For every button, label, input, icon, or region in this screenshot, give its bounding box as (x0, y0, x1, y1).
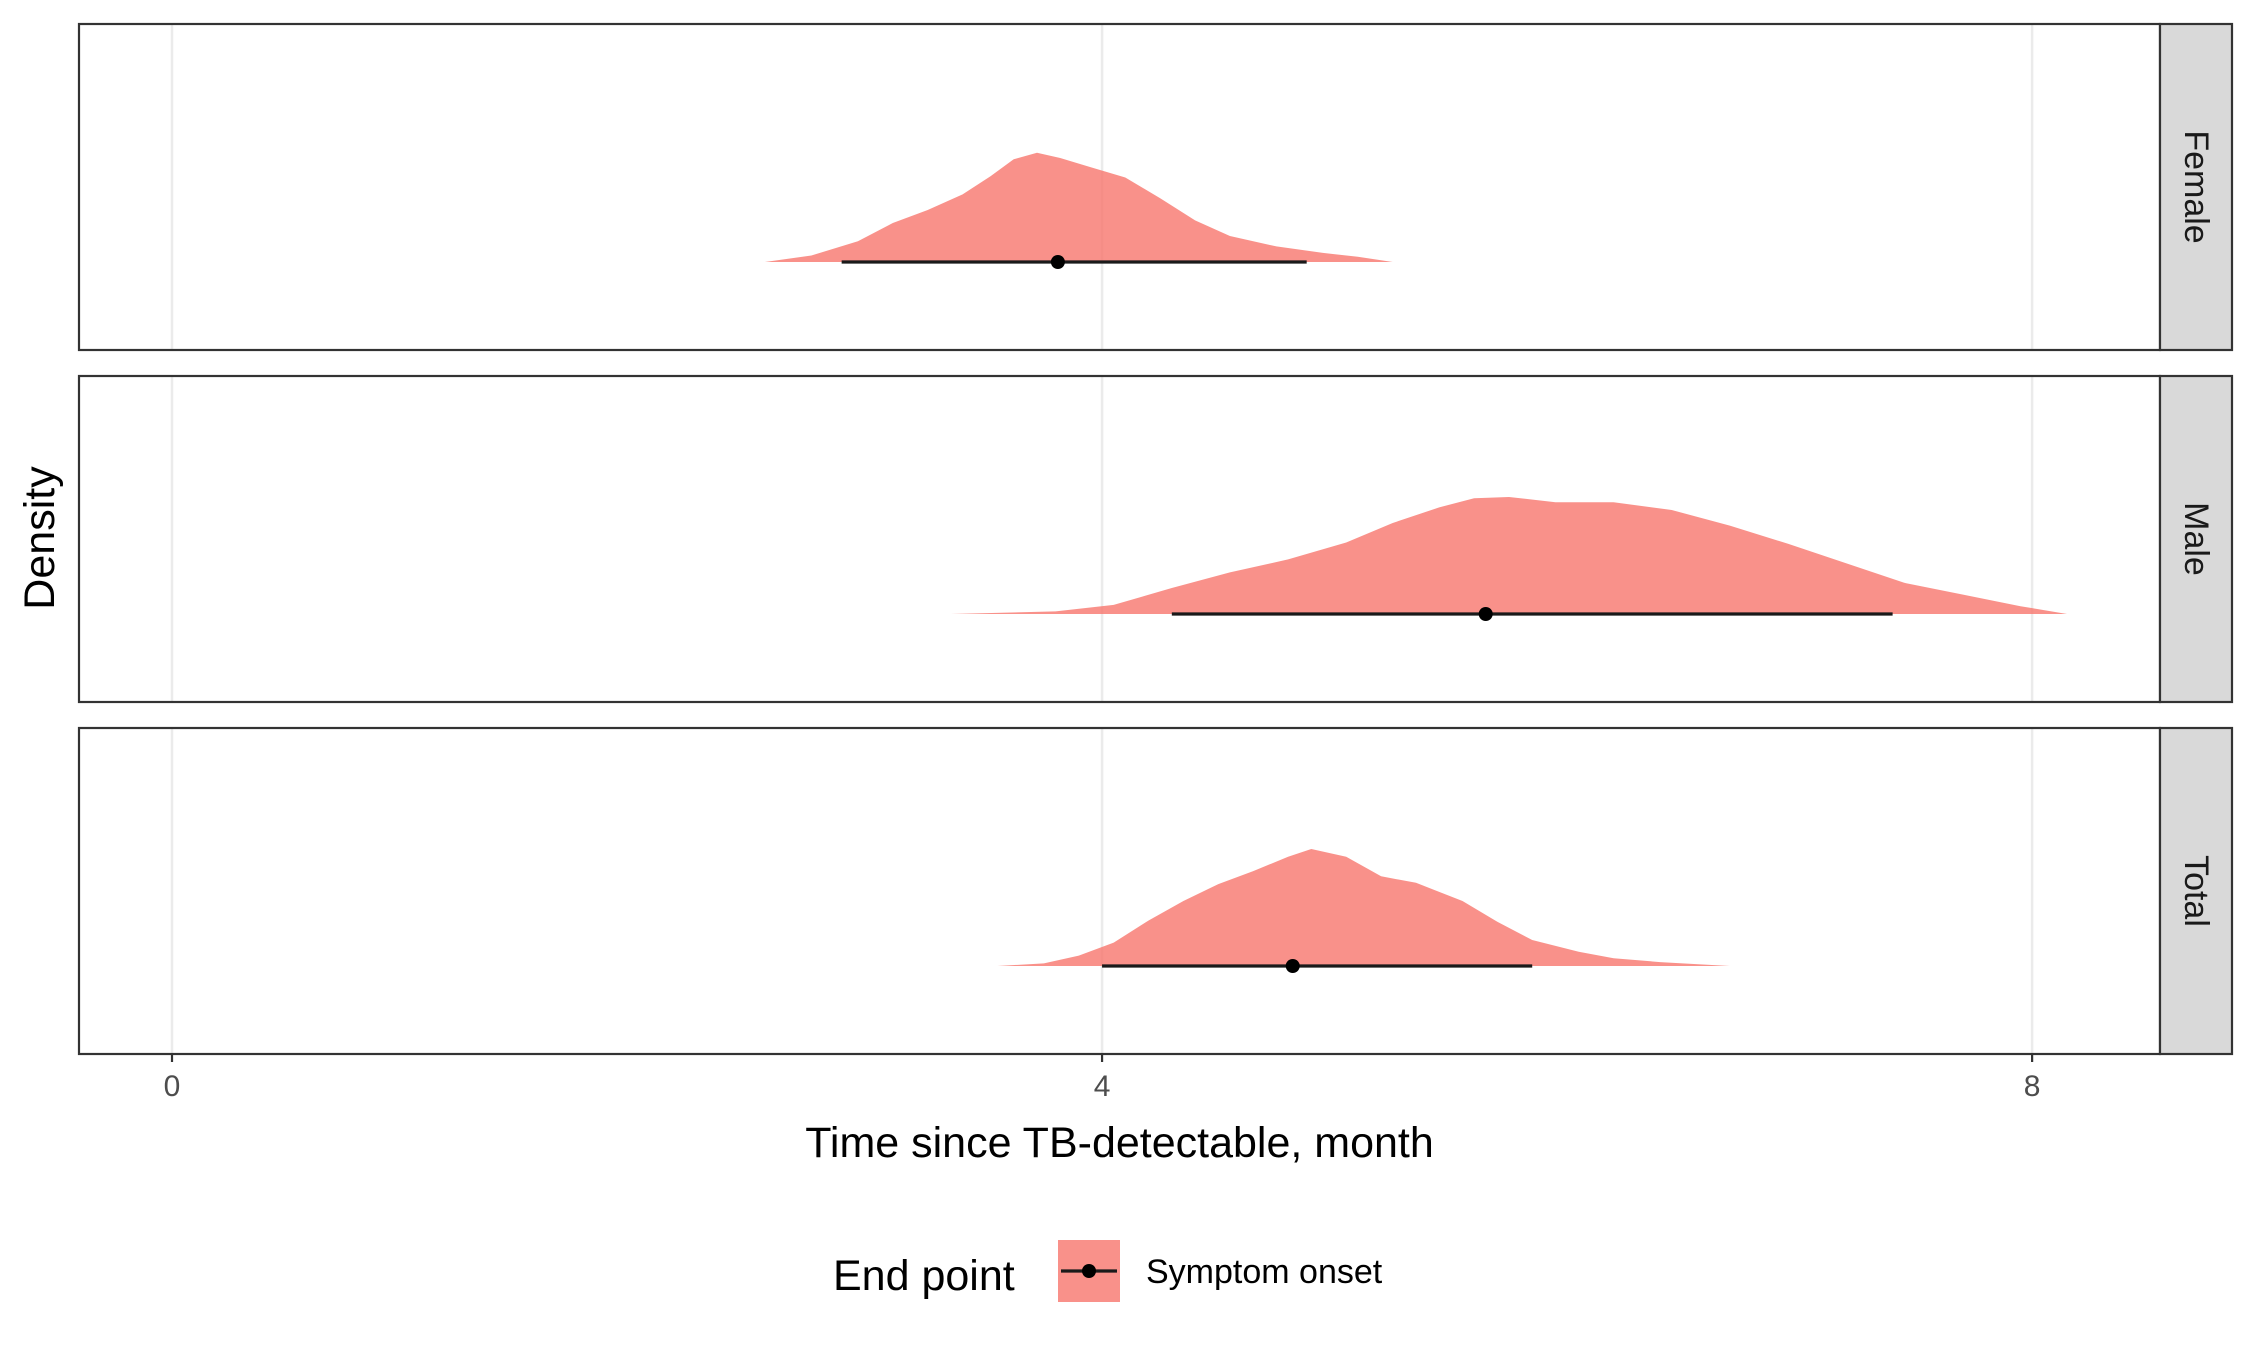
strip-background (2158, 726, 2234, 1056)
legend-label: Symptom onset (1146, 1253, 1383, 1291)
x-tick-label: 0 (164, 1070, 181, 1103)
median-point (1050, 255, 1065, 269)
facet-panel-male: Male (77, 374, 2234, 704)
median-point (1478, 607, 1493, 621)
facet-panels: Female Male Total (77, 22, 2234, 1056)
strip-label: Female (2177, 130, 2215, 243)
legend: End point Symptom onset (833, 1240, 1383, 1302)
facet-panel-total: Total (77, 726, 2234, 1056)
strip-label: Total (2177, 855, 2215, 927)
panel-background (79, 728, 2160, 1054)
x-axis-title: Time since TB-detectable, month (805, 1119, 1434, 1167)
legend-key-point (1082, 1264, 1096, 1278)
facet-panel-female: Female (77, 22, 2234, 352)
panel-background (79, 376, 2160, 702)
y-axis-title: Density (16, 466, 64, 610)
density-area (764, 152, 1393, 262)
strip-background (2158, 22, 2234, 352)
density-area (950, 497, 2067, 614)
strip-background (2158, 374, 2234, 704)
x-axis: 0 4 8 (164, 1054, 2041, 1103)
density-area (997, 849, 1730, 966)
strip-label: Male (2177, 502, 2215, 576)
x-tick-label: 4 (1094, 1070, 1111, 1103)
x-tick-label: 8 (2024, 1070, 2041, 1103)
median-point (1285, 959, 1300, 973)
legend-title: End point (833, 1252, 1015, 1300)
